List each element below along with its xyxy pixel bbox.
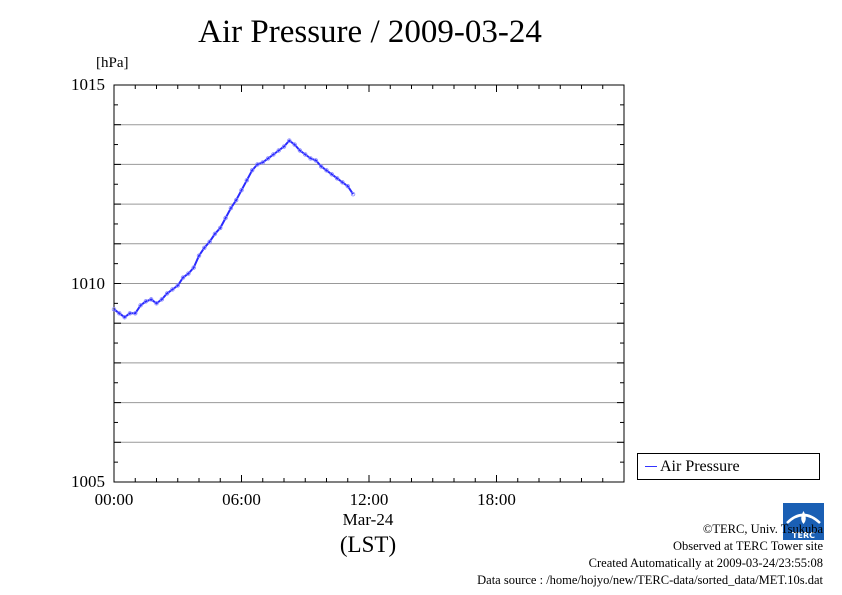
y-tick-label: 1010 xyxy=(71,273,105,293)
legend: Air Pressure xyxy=(637,453,820,480)
data-point xyxy=(329,172,335,177)
data-point xyxy=(223,215,228,221)
data-point xyxy=(313,158,319,163)
data-point xyxy=(122,315,127,320)
data-point xyxy=(233,197,239,203)
chart-title: Air Pressure / 2009-03-24 xyxy=(198,14,542,50)
data-point xyxy=(143,299,149,304)
data-point xyxy=(164,291,170,296)
x-tick-label: 12:00 xyxy=(349,490,389,509)
legend-swatch xyxy=(645,466,657,467)
data-point xyxy=(255,162,260,167)
data-point xyxy=(180,275,186,280)
data-point xyxy=(117,311,122,316)
y-axis-unit: [hPa] xyxy=(96,55,129,71)
footer-created: Created Automatically at 2009-03-24/23:5… xyxy=(588,556,823,570)
data-point xyxy=(186,271,191,276)
data-point xyxy=(303,152,308,157)
data-point xyxy=(148,297,154,302)
x-tick-label: 00:00 xyxy=(94,490,134,509)
data-point xyxy=(265,156,271,161)
data-point xyxy=(127,311,133,316)
data-point xyxy=(239,188,244,193)
x-axis-label: (LST) xyxy=(339,532,397,557)
data-point xyxy=(175,283,180,288)
data-point xyxy=(170,287,175,292)
data-point xyxy=(196,253,202,258)
y-tick-label: 1015 xyxy=(71,75,105,94)
data-point xyxy=(297,148,303,153)
data-point xyxy=(159,297,165,302)
terc-logo-icon: TERC xyxy=(783,503,824,540)
data-point xyxy=(111,307,117,312)
x-axis-date-label: Mar-24 xyxy=(342,510,394,529)
data-point xyxy=(154,301,159,306)
data-point xyxy=(218,225,223,231)
data-point xyxy=(281,144,287,149)
series-line-air-pressure xyxy=(113,139,354,319)
svg-text:TERC: TERC xyxy=(792,531,815,540)
data-point xyxy=(138,303,143,308)
data-point xyxy=(292,142,297,147)
data-point xyxy=(324,168,329,173)
data-point xyxy=(345,184,350,189)
footer-observed: Observed at TERC Tower site xyxy=(672,539,823,553)
data-point xyxy=(249,168,255,173)
data-point xyxy=(191,265,196,270)
data-point xyxy=(308,156,313,161)
data-point xyxy=(276,148,281,153)
data-point xyxy=(260,160,265,165)
data-point xyxy=(334,176,340,181)
data-point xyxy=(207,239,212,245)
footer-source: Data source : /home/hojyo/new/TERC-data/… xyxy=(477,573,823,587)
footer-copyright: ©TERC, Univ. Tsukuba xyxy=(702,522,823,536)
x-tick-label: 06:00 xyxy=(222,490,261,509)
y-tick-label: 1005 xyxy=(71,472,105,491)
data-point xyxy=(340,180,345,185)
data-point xyxy=(202,245,207,250)
legend-entry-air-pressure: Air Pressure xyxy=(660,458,740,475)
data-point xyxy=(271,152,276,157)
data-point xyxy=(212,231,218,237)
data-point xyxy=(287,138,292,143)
data-point xyxy=(318,164,324,169)
data-point xyxy=(244,178,250,183)
data-point xyxy=(350,191,356,197)
data-point xyxy=(228,205,234,211)
x-tick-label: 18:00 xyxy=(477,490,516,509)
data-point xyxy=(133,311,138,316)
